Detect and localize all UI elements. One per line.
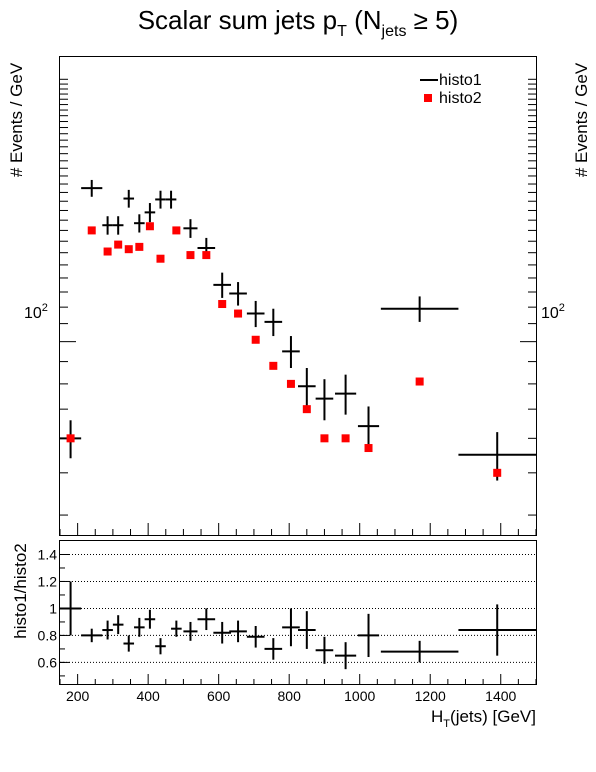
ratio-grid (60, 553, 536, 663)
histo2-point (202, 251, 211, 260)
lower-axis: 0.6 0.8 1 1.2 1.4 200 400 600 800 1000 1200 1400 (38, 546, 537, 704)
x-tick-label: 1400 (485, 688, 516, 704)
ytick-base-left: 10 (24, 305, 42, 322)
histo2-series (66, 222, 502, 477)
ratio-ytick-label: 1 (49, 600, 57, 616)
histo2-point (234, 309, 243, 318)
ratio-ytick-label: 0.6 (38, 654, 58, 670)
x-tick-label: 600 (207, 688, 231, 704)
title-open: (N (347, 5, 382, 35)
histo2-point (114, 240, 123, 249)
ytick-exp-left: 2 (42, 302, 48, 314)
histo1-series (60, 179, 536, 481)
histo2-point (103, 247, 112, 256)
ratio-ytick-label: 1.2 (38, 573, 58, 589)
upper-panel-frame (59, 56, 537, 536)
x-axis-label: HT(jets) [GeV] (431, 707, 536, 730)
histo2-point (286, 379, 295, 388)
histo2-point (218, 300, 227, 309)
chart-title: Scalar sum jets pT (Njets ≥ 5) (138, 5, 459, 40)
xlabel-main: H (431, 707, 443, 726)
title-sub-t: T (337, 23, 347, 40)
upper-ylabel-right: # Events / GeV (572, 62, 591, 177)
histo2-point (156, 254, 165, 263)
title-main: Scalar sum jets p (138, 5, 337, 35)
histo2-point (251, 335, 260, 344)
lower-ylabel: histo1/histo2 (11, 543, 30, 638)
histo2-point (269, 361, 278, 370)
legend-histo2-marker (424, 94, 432, 102)
legend-histo2-label: histo2 (439, 90, 482, 107)
ytick-exp-right: 2 (559, 302, 565, 314)
title-rest: ≥ 5) (406, 5, 458, 35)
x-tick-label: 400 (136, 688, 160, 704)
x-tick-label: 1200 (415, 688, 446, 704)
histo2-point (87, 226, 96, 235)
histo2-point (186, 251, 195, 260)
upper-ylabel-left: # Events / GeV (7, 62, 26, 177)
xlabel-rest: (jets) [GeV] (450, 707, 536, 726)
ratio-series (60, 581, 536, 670)
ratio-ytick-label: 1.4 (38, 546, 58, 562)
histo2-point (341, 434, 350, 443)
x-tick-label: 800 (278, 688, 302, 704)
ytick-base-right: 10 (541, 305, 559, 322)
ytick-label-left: 102 (24, 302, 48, 322)
ytick-label-right: 102 (541, 302, 565, 322)
x-tick-label: 1000 (344, 688, 375, 704)
histo2-point (135, 242, 144, 251)
upper-axis (59, 78, 537, 535)
histo2-point (172, 226, 181, 235)
ratio-ytick-label: 0.8 (38, 627, 58, 643)
histo2-point (415, 377, 424, 386)
lower-panel-frame (59, 540, 537, 685)
xlabel-sub: T (443, 718, 450, 730)
x-tick-label: 200 (66, 688, 90, 704)
histo2-point (124, 245, 133, 254)
histo2-point (320, 434, 329, 443)
histo2-point (145, 222, 154, 231)
histo2-point (66, 434, 75, 443)
title-sub-jets: jets (381, 23, 407, 40)
legend-histo1-label: histo1 (439, 72, 482, 89)
histo2-point (364, 444, 373, 453)
histo2-point (302, 405, 311, 414)
histo2-point (493, 468, 502, 477)
legend: histo1 histo2 (420, 72, 482, 107)
